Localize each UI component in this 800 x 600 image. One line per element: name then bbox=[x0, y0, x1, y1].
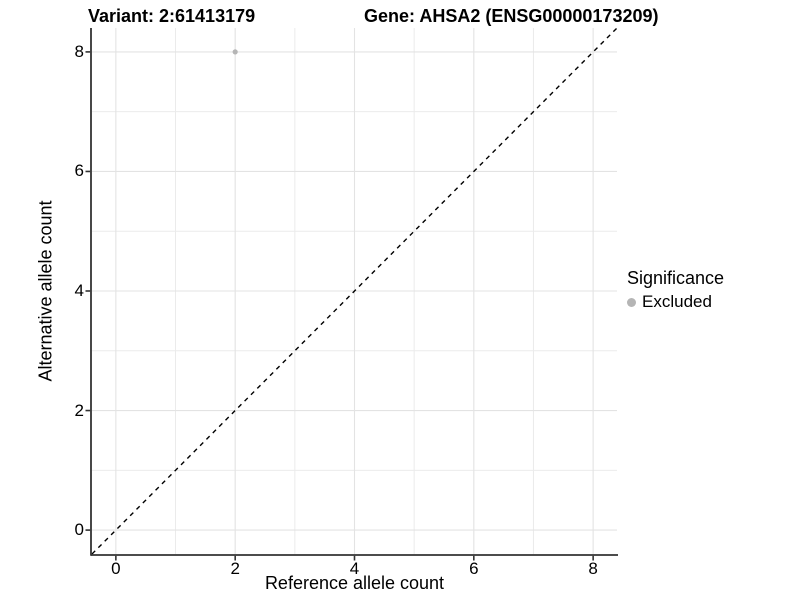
identity-line bbox=[91, 27, 618, 555]
legend-entry-label: Excluded bbox=[642, 292, 712, 311]
y-tick-label: 0 bbox=[74, 520, 84, 540]
x-tick-label: 0 bbox=[111, 559, 121, 578]
legend-title: Significance bbox=[627, 268, 725, 288]
legend: Significance Excluded bbox=[627, 268, 724, 312]
y-tick-label: 2 bbox=[74, 400, 84, 420]
x-axis-title: Reference allele count bbox=[264, 573, 445, 593]
x-tick-label: 2 bbox=[230, 559, 240, 578]
plot-title-gene: Gene: AHSA2 (ENSG00000173209) bbox=[364, 6, 659, 26]
data-point bbox=[232, 49, 238, 55]
x-tick-label: 8 bbox=[588, 559, 598, 578]
legend-point-icon bbox=[627, 297, 636, 307]
y-tick-label: 6 bbox=[74, 161, 84, 181]
plot-title-variant: Variant: 2:61413179 bbox=[88, 6, 256, 26]
x-tick-label: 6 bbox=[469, 559, 479, 578]
x-tick-label: 4 bbox=[349, 559, 360, 578]
y-tick-label: 4 bbox=[74, 281, 84, 300]
y-axis-title: Alternative allele count bbox=[35, 200, 56, 382]
legend-entry-excluded: Excluded bbox=[627, 292, 724, 312]
y-tick-label: 8 bbox=[74, 41, 84, 61]
